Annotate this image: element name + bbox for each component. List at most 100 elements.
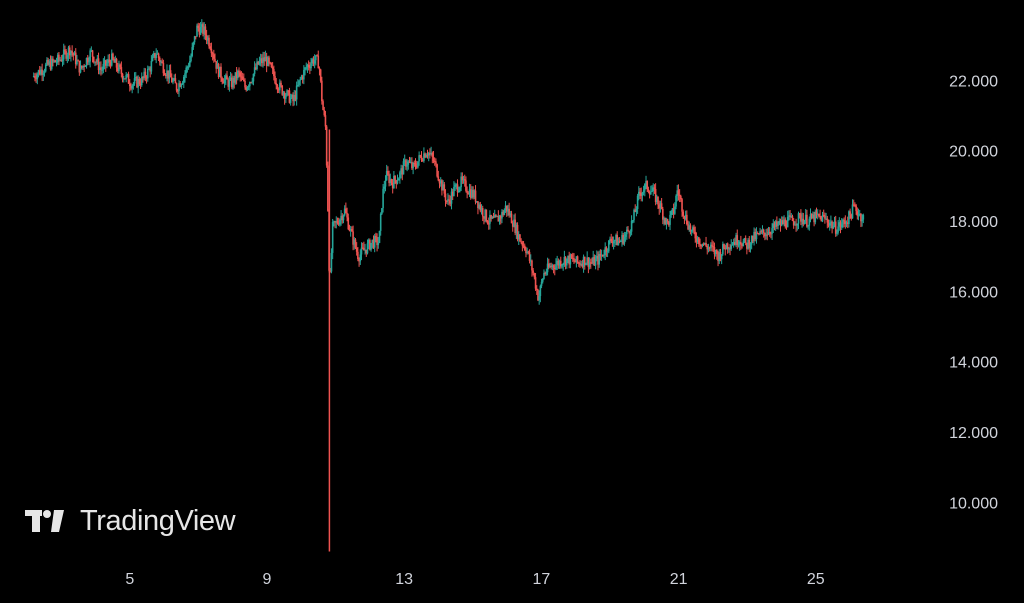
candle-body xyxy=(371,239,374,243)
candle-body xyxy=(851,204,854,219)
candle-body xyxy=(140,76,143,86)
candle-body xyxy=(744,237,747,243)
candle-body xyxy=(814,211,817,223)
candle-body xyxy=(475,201,478,203)
candles-layer xyxy=(32,19,865,552)
candle-body xyxy=(723,244,725,249)
candle-body xyxy=(492,217,495,219)
candle-body xyxy=(306,64,309,68)
candle-body xyxy=(620,240,622,242)
candle-body xyxy=(219,66,221,78)
candle-body xyxy=(400,168,402,173)
candle-body xyxy=(795,224,797,226)
candle-body xyxy=(438,180,441,184)
candle-body xyxy=(760,231,763,233)
candle-body xyxy=(124,78,126,80)
candle-body xyxy=(161,61,163,63)
candle-body xyxy=(149,68,151,72)
candle-body xyxy=(689,225,692,232)
candle-body xyxy=(442,184,444,191)
candle-body xyxy=(291,94,293,98)
candle-body xyxy=(48,61,51,65)
candle-body xyxy=(648,191,651,195)
candle-body xyxy=(807,225,809,227)
candle-body xyxy=(121,73,124,80)
brand-name: TradingView xyxy=(80,505,236,537)
candle-body xyxy=(568,255,570,265)
candle-body xyxy=(222,81,225,84)
candle-body xyxy=(341,215,344,221)
candle-body xyxy=(826,218,829,223)
candle-body xyxy=(517,234,520,240)
candle-body xyxy=(714,249,717,255)
candle-body xyxy=(94,61,96,63)
candle-body xyxy=(627,229,629,232)
candle-body xyxy=(558,260,561,266)
candle-body xyxy=(466,190,468,194)
candle-body xyxy=(806,214,808,227)
candle-body xyxy=(311,59,314,64)
candle-body xyxy=(60,59,63,62)
candle-body xyxy=(794,224,796,226)
candle-body xyxy=(717,253,719,262)
candle-body xyxy=(669,214,671,225)
candle-body xyxy=(571,258,574,260)
candle-body xyxy=(53,60,55,62)
candle-body xyxy=(358,258,360,262)
candle-body xyxy=(650,191,652,195)
candle-body xyxy=(92,56,95,63)
candle-body xyxy=(373,236,376,248)
candle-body xyxy=(77,60,79,62)
candle-body xyxy=(784,219,787,227)
candle-body xyxy=(215,61,218,69)
candle-body xyxy=(789,215,791,217)
x-tick-label: 13 xyxy=(395,571,413,588)
candle-body xyxy=(137,78,139,88)
candle-body xyxy=(340,215,342,220)
candle-body xyxy=(529,260,532,262)
candle-body xyxy=(441,180,443,191)
candle-body xyxy=(777,223,779,226)
candle-body xyxy=(418,155,420,162)
candle-body xyxy=(301,76,304,80)
candle-body xyxy=(840,224,843,228)
candle-body xyxy=(666,219,669,222)
candle-body xyxy=(588,262,591,268)
candle-body xyxy=(455,184,458,186)
candle-body xyxy=(798,213,801,215)
candle-body xyxy=(735,235,737,245)
candle-body xyxy=(544,273,546,275)
candle-body xyxy=(40,69,42,75)
candle-body xyxy=(86,57,89,63)
candle-body xyxy=(487,223,490,225)
candle-body xyxy=(837,226,839,233)
candle-body xyxy=(67,47,70,56)
candle-body xyxy=(221,78,224,82)
candle-body xyxy=(577,262,580,264)
candle-body xyxy=(615,235,617,241)
candle-body xyxy=(862,215,865,220)
candle-body xyxy=(546,263,549,273)
candle-body xyxy=(375,236,377,238)
candle-body xyxy=(261,58,263,64)
time-axis[interactable]: 5 9 13 17 21 25 xyxy=(125,571,824,588)
candle-body xyxy=(209,46,212,49)
candle-body xyxy=(601,254,604,256)
candle-body xyxy=(848,211,850,225)
candle-body xyxy=(833,221,836,226)
candle-body xyxy=(782,220,784,224)
candle-body xyxy=(237,70,239,79)
candle-body xyxy=(816,213,819,215)
candle-body xyxy=(347,217,350,230)
candle-body xyxy=(425,155,428,158)
candle-body xyxy=(226,75,228,80)
candle-body xyxy=(802,218,805,225)
candle-body xyxy=(858,213,861,215)
candle-body xyxy=(443,184,446,194)
price-axis[interactable]: 10.000 12.000 14.000 16.000 18.000 20.000 22.0… xyxy=(949,73,998,512)
candle-body xyxy=(83,65,85,67)
candle-body xyxy=(213,54,215,59)
candle-body xyxy=(576,256,579,263)
candle-body xyxy=(349,229,352,231)
